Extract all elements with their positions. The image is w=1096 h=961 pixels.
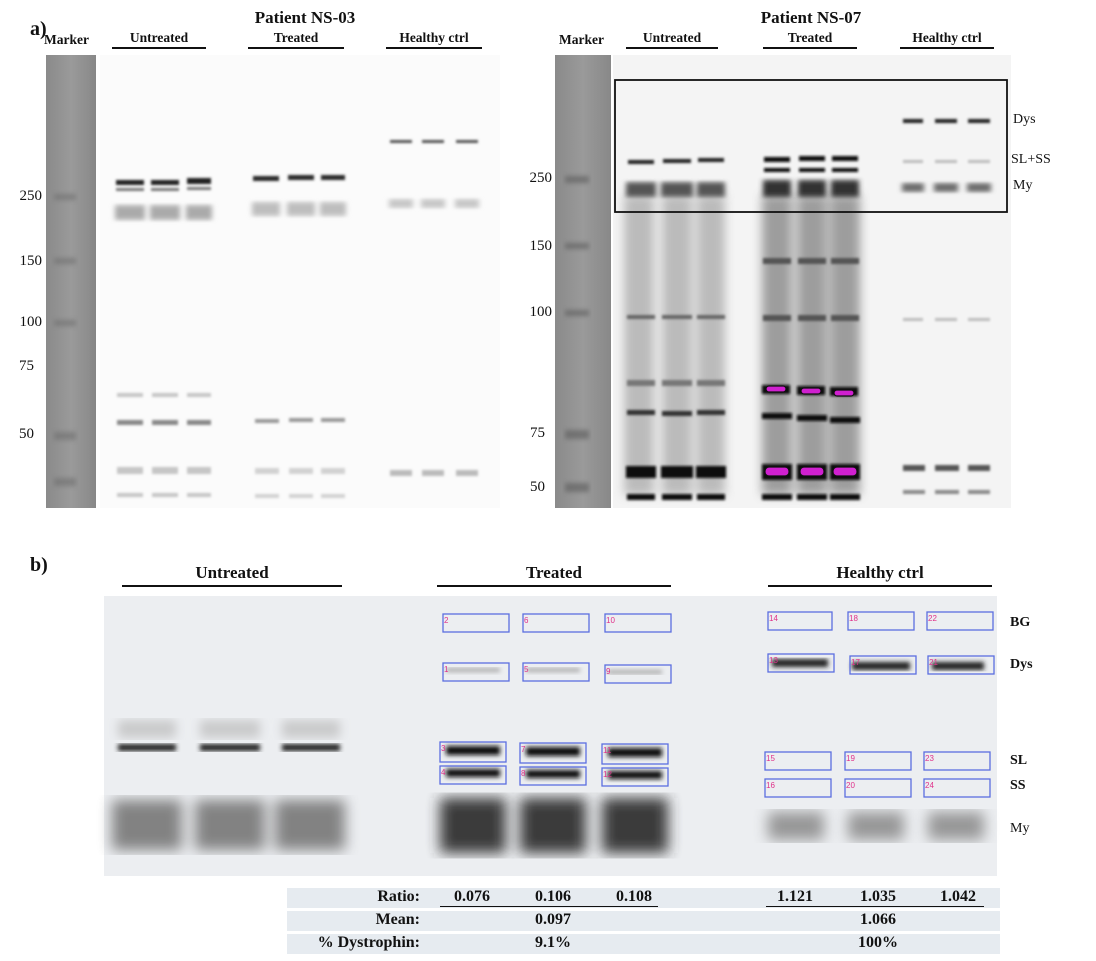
- pct-label: % Dystrophin:: [317, 934, 420, 951]
- mean-label: Mean:: [375, 911, 420, 928]
- quant-row-ratio: [287, 888, 1000, 908]
- roi-number: 24: [925, 781, 934, 790]
- roi-number: 17: [851, 658, 860, 667]
- roi-number: 2: [444, 616, 449, 625]
- right-mw-250: 250: [529, 170, 553, 186]
- roi-number: 23: [925, 754, 934, 763]
- panel-a-letter: a): [30, 18, 47, 40]
- roi-number: 16: [766, 781, 775, 790]
- ratio-healthy-2: 1.035: [860, 888, 896, 905]
- ratio-treated-2: 0.106: [535, 888, 571, 905]
- panel-b-letter: b): [30, 554, 48, 576]
- left-group-treated: Treated: [248, 30, 344, 49]
- roi-number: 12: [603, 770, 612, 779]
- quant-row-pct: [287, 934, 1000, 954]
- roi-number: 18: [849, 614, 858, 623]
- right-mw-75: 75: [530, 425, 545, 441]
- b-band-my: My: [1010, 821, 1030, 836]
- ratio-label: Ratio:: [377, 888, 420, 905]
- left-group-healthy: Healthy ctrl: [386, 30, 482, 49]
- right-marker-label: Marker: [559, 32, 604, 47]
- right-group-treated: Treated: [763, 30, 857, 49]
- roi-number: 11: [603, 746, 612, 755]
- left-blot-title: Patient NS-03: [254, 8, 356, 27]
- roi-number: 5: [524, 665, 529, 674]
- b-band-ss: SS: [1010, 778, 1026, 793]
- right-blot-title: Patient NS-07: [760, 8, 862, 27]
- right-band-sl-ss: SL+SS: [1011, 152, 1051, 167]
- left-marker-label: Marker: [44, 32, 89, 47]
- b-band-dys: Dys: [1010, 657, 1033, 672]
- b-group-untreated: Untreated: [122, 563, 342, 587]
- right-mw-150: 150: [529, 238, 553, 254]
- ratio-healthy-3: 1.042: [940, 888, 976, 905]
- roi-number: 15: [766, 754, 775, 763]
- ratio-treated-3: 0.108: [616, 888, 652, 905]
- roi-number: 22: [928, 614, 937, 623]
- left-mw-250: 250: [19, 188, 43, 204]
- ratio-treated-1: 0.076: [454, 888, 490, 905]
- right-mw-100: 100: [529, 304, 553, 320]
- roi-number: 9: [606, 667, 611, 676]
- right-band-my: My: [1013, 178, 1033, 193]
- right-group-healthy: Healthy ctrl: [900, 30, 994, 49]
- roi-number: 6: [524, 616, 529, 625]
- mean-treated: 0.097: [535, 911, 571, 928]
- right-band-dys: Dys: [1013, 112, 1036, 127]
- quant-row-mean: [287, 911, 1000, 931]
- mean-healthy: 1.066: [860, 911, 896, 928]
- roi-number: 10: [606, 616, 615, 625]
- roi-number: 13: [769, 656, 778, 665]
- left-mw-75: 75: [19, 358, 34, 374]
- right-group-untreated: Untreated: [626, 30, 718, 49]
- roi-number: 21: [929, 658, 938, 667]
- roi-number: 7: [521, 745, 526, 754]
- right-mw-50: 50: [530, 479, 545, 495]
- roi-number: 8: [521, 769, 526, 778]
- roi-number: 4: [441, 768, 446, 777]
- ratio-healthy-1: 1.121: [777, 888, 813, 905]
- left-mw-100: 100: [19, 314, 43, 330]
- roi-number: 3: [441, 744, 446, 753]
- treated-underline: [440, 906, 658, 907]
- b-group-healthy: Healthy ctrl: [768, 563, 992, 587]
- b-band-bg: BG: [1010, 615, 1031, 630]
- left-group-untreated: Untreated: [112, 30, 206, 49]
- pct-healthy: 100%: [858, 934, 898, 951]
- pct-treated: 9.1%: [535, 934, 571, 951]
- left-mw-50: 50: [19, 426, 34, 442]
- b-band-sl: SL: [1010, 753, 1028, 768]
- left-mw-150: 150: [19, 253, 43, 269]
- b-group-treated: Treated: [437, 563, 671, 587]
- roi-number: 20: [846, 781, 855, 790]
- roi-number: 1: [444, 665, 449, 674]
- roi-boxes: [439, 611, 995, 798]
- roi-number: 19: [846, 754, 855, 763]
- healthy-underline: [766, 906, 984, 907]
- roi-number: 14: [769, 614, 778, 623]
